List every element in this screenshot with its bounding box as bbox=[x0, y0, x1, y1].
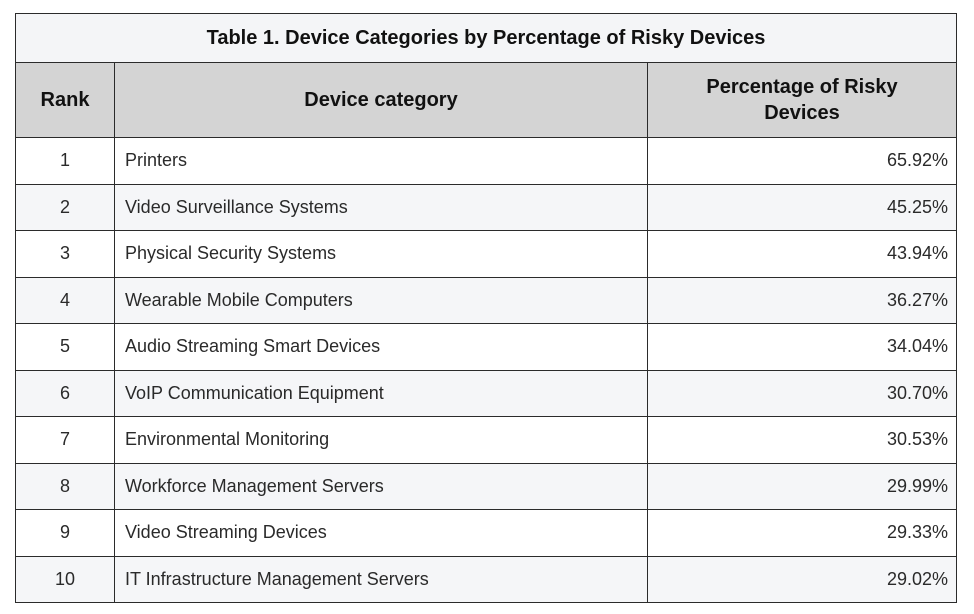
percentage-cell: 29.02% bbox=[647, 555, 957, 603]
table-row: 10 IT Infrastructure Management Servers 29… bbox=[15, 555, 957, 603]
table-row: 7 Environmental Monitoring 30.53% bbox=[15, 416, 957, 464]
percentage-cell: 36.27% bbox=[647, 276, 957, 324]
device-category-cell: IT Infrastructure Management Servers bbox=[114, 555, 648, 603]
device-category-cell: Video Surveillance Systems bbox=[114, 183, 648, 231]
risky-devices-table-container: Table 1. Device Categories by Percentage… bbox=[15, 13, 957, 603]
rank-cell: 1 bbox=[15, 137, 115, 185]
device-category-cell: Printers bbox=[114, 137, 648, 185]
percentage-cell: 45.25% bbox=[647, 183, 957, 231]
percentage-cell: 30.70% bbox=[647, 369, 957, 417]
table-header-row: Rank Device category Percentage of Risky… bbox=[15, 62, 957, 138]
rank-cell: 7 bbox=[15, 416, 115, 464]
percentage-cell: 43.94% bbox=[647, 230, 957, 278]
risky-devices-table: Table 1. Device Categories by Percentage… bbox=[15, 13, 957, 603]
device-category-cell: Video Streaming Devices bbox=[114, 509, 648, 557]
header-percentage: Percentage of Risky Devices bbox=[647, 62, 957, 138]
device-category-cell: Wearable Mobile Computers bbox=[114, 276, 648, 324]
table-row: 9 Video Streaming Devices 29.33% bbox=[15, 509, 957, 557]
percentage-cell: 29.33% bbox=[647, 509, 957, 557]
rank-cell: 5 bbox=[15, 323, 115, 371]
rank-cell: 9 bbox=[15, 509, 115, 557]
device-category-cell: VoIP Communication Equipment bbox=[114, 369, 648, 417]
device-category-cell: Audio Streaming Smart Devices bbox=[114, 323, 648, 371]
rank-cell: 8 bbox=[15, 462, 115, 510]
table-row: 8 Workforce Management Servers 29.99% bbox=[15, 462, 957, 510]
table-body: 1 Printers 65.92% 2 Video Surveillance Syste… bbox=[15, 137, 957, 603]
table-row: 3 Physical Security Systems 43.94% bbox=[15, 230, 957, 278]
table-caption: Table 1. Device Categories by Percentage… bbox=[15, 13, 957, 63]
rank-cell: 3 bbox=[15, 230, 115, 278]
rank-cell: 6 bbox=[15, 369, 115, 417]
device-category-cell: Physical Security Systems bbox=[114, 230, 648, 278]
rank-cell: 4 bbox=[15, 276, 115, 324]
table-caption-row: Table 1. Device Categories by Percentage… bbox=[15, 13, 957, 63]
header-device-category: Device category bbox=[114, 62, 648, 138]
percentage-cell: 34.04% bbox=[647, 323, 957, 371]
percentage-cell: 30.53% bbox=[647, 416, 957, 464]
rank-cell: 10 bbox=[15, 555, 115, 603]
percentage-cell: 29.99% bbox=[647, 462, 957, 510]
percentage-cell: 65.92% bbox=[647, 137, 957, 185]
device-category-cell: Environmental Monitoring bbox=[114, 416, 648, 464]
table-row: 2 Video Surveillance Systems 45.25% bbox=[15, 183, 957, 231]
device-category-cell: Workforce Management Servers bbox=[114, 462, 648, 510]
table-row: 5 Audio Streaming Smart Devices 34.04% bbox=[15, 323, 957, 371]
header-rank: Rank bbox=[15, 62, 115, 138]
table-row: 6 VoIP Communication Equipment 30.70% bbox=[15, 369, 957, 417]
rank-cell: 2 bbox=[15, 183, 115, 231]
table-row: 4 Wearable Mobile Computers 36.27% bbox=[15, 276, 957, 324]
table-row: 1 Printers 65.92% bbox=[15, 137, 957, 185]
